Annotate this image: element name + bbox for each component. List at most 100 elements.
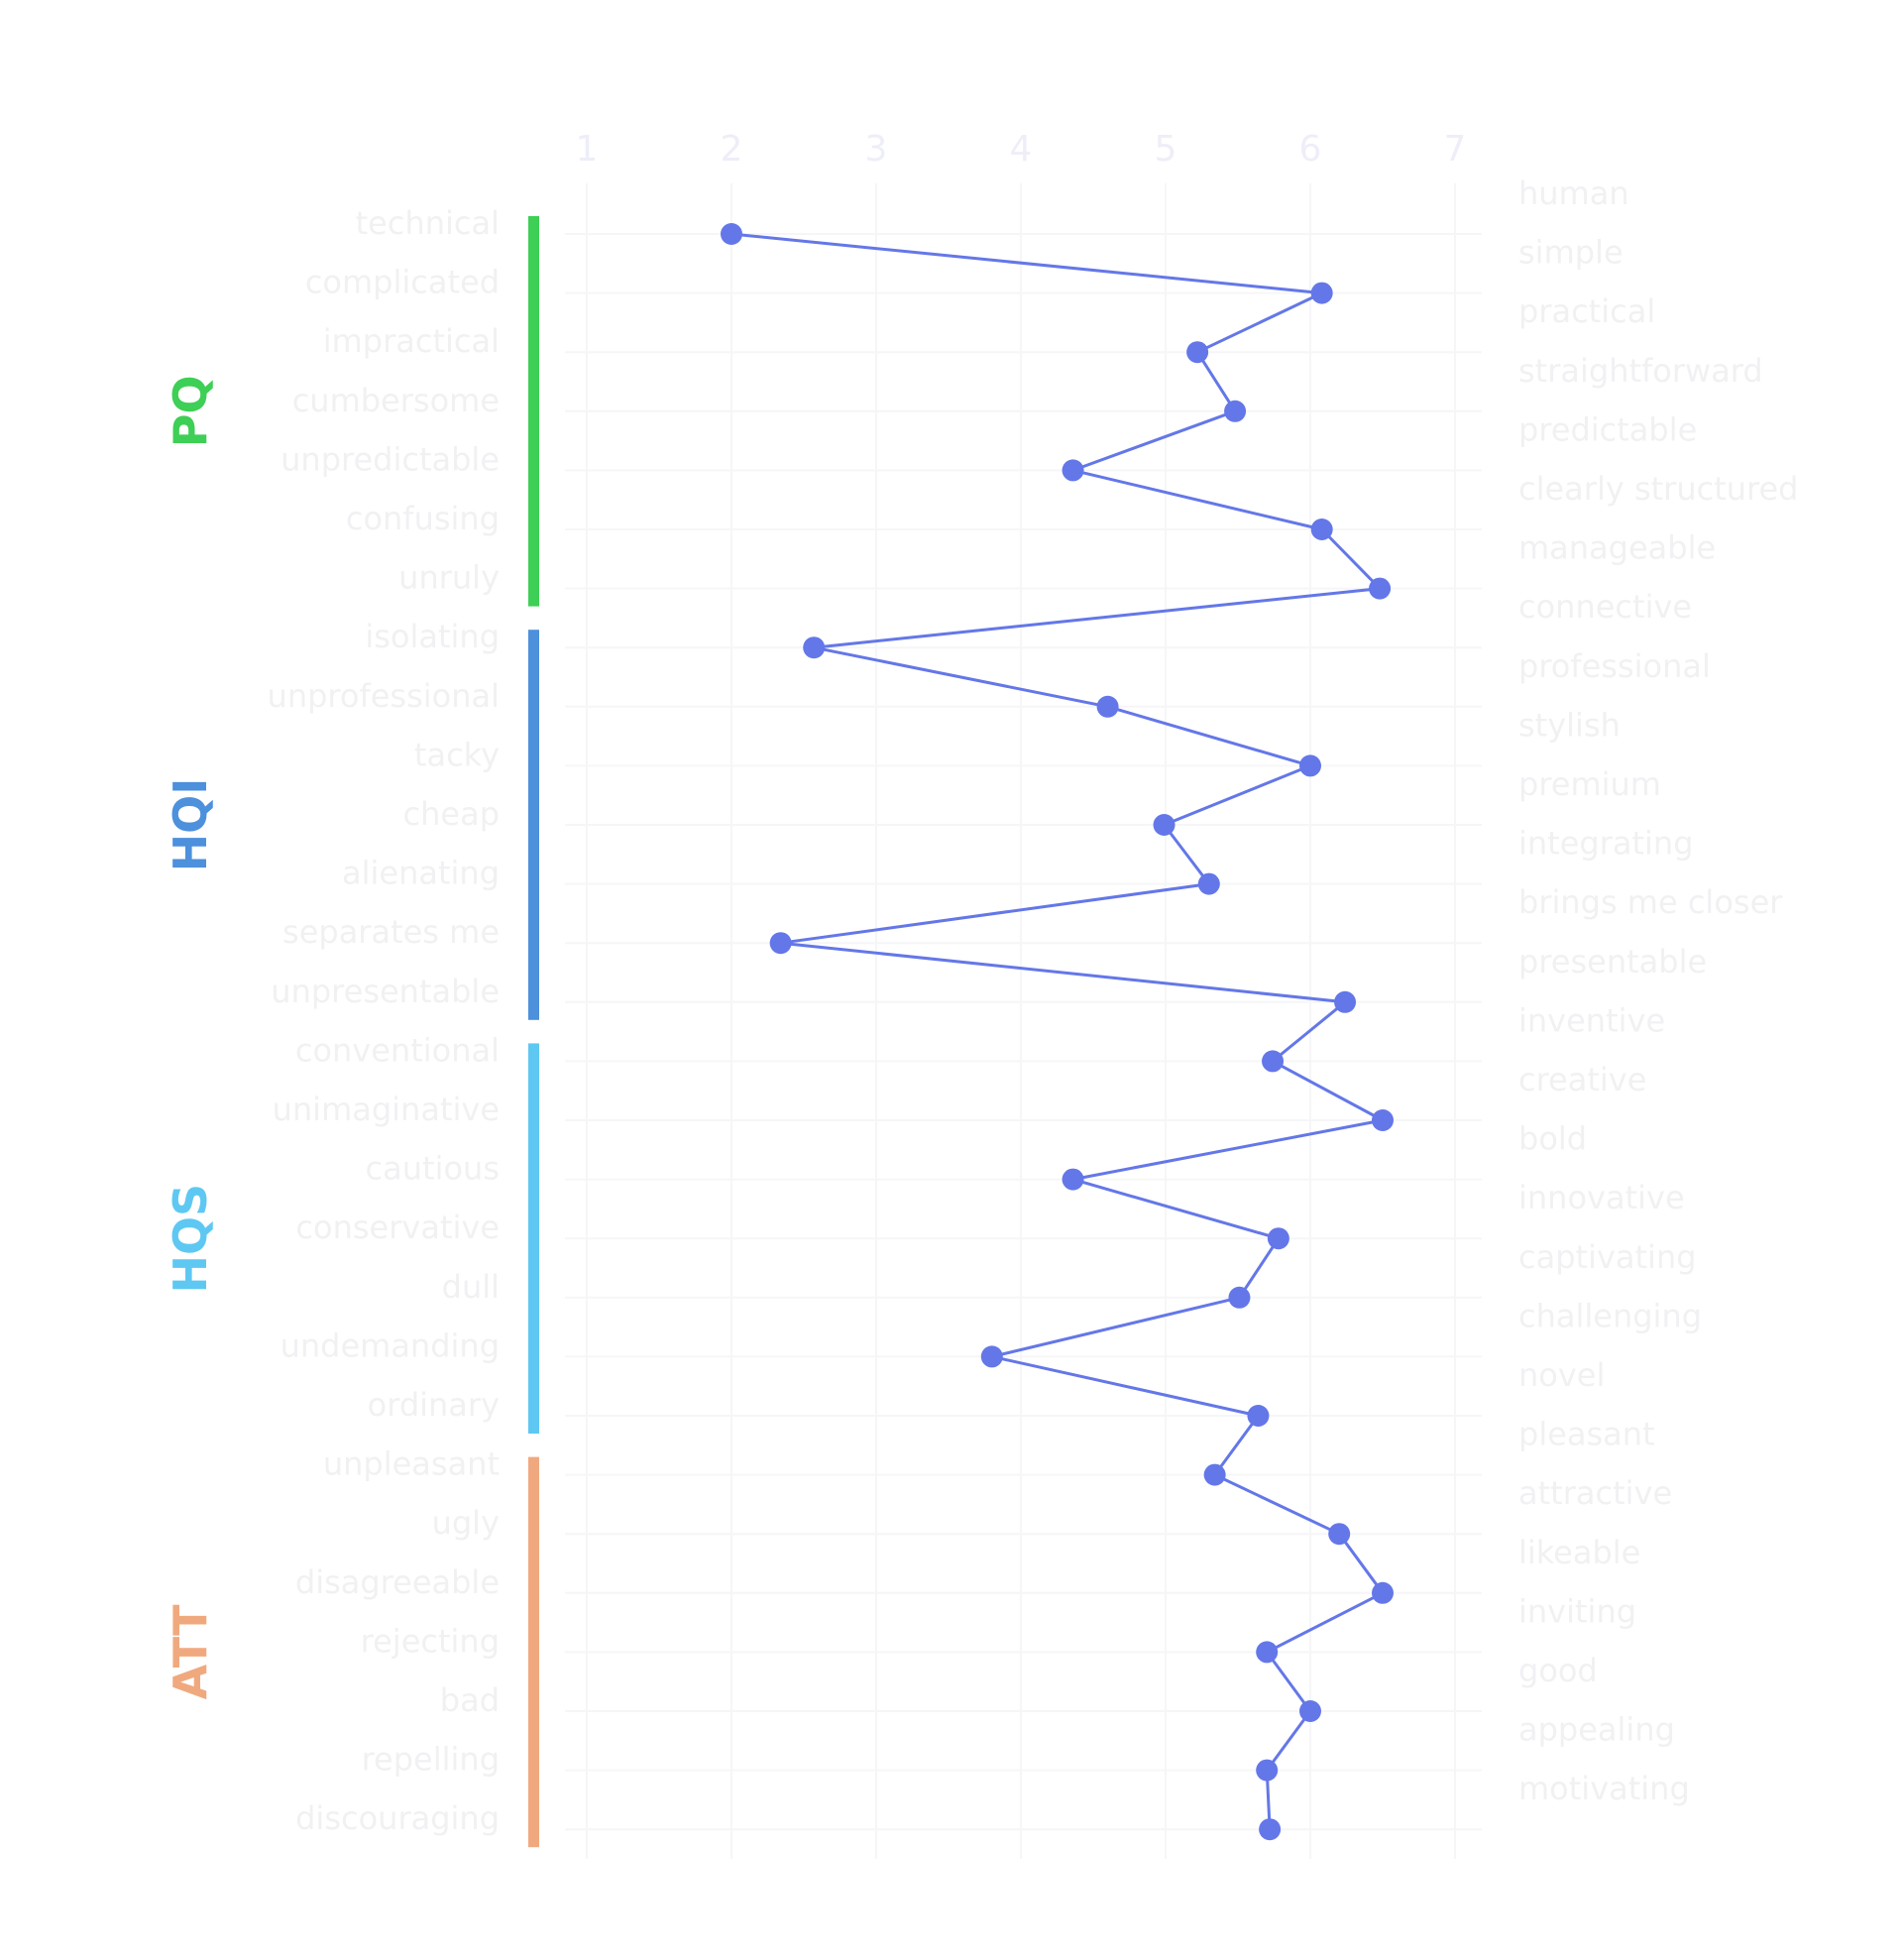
right-anchor-label: integrating bbox=[1518, 825, 1694, 863]
x-tick-label: 7 bbox=[1444, 129, 1467, 170]
data-point bbox=[1369, 577, 1392, 600]
data-point bbox=[1096, 695, 1119, 718]
right-anchor-label: pleasant bbox=[1518, 1416, 1655, 1453]
right-anchor-label: bold bbox=[1518, 1120, 1587, 1158]
data-point bbox=[1299, 1700, 1321, 1722]
left-anchor-label: ordinary bbox=[368, 1386, 500, 1424]
right-anchor-label: practical bbox=[1518, 292, 1655, 330]
data-point bbox=[1256, 1641, 1279, 1664]
left-anchor-label: dull bbox=[442, 1268, 500, 1306]
left-anchor-label: complicated bbox=[305, 264, 500, 301]
data-point bbox=[1247, 1405, 1270, 1427]
left-anchor-label: cautious bbox=[366, 1150, 500, 1188]
left-anchor-label: unprofessional bbox=[268, 677, 500, 715]
right-anchor-label: clearly structured bbox=[1518, 470, 1798, 508]
x-tick-label: 5 bbox=[1155, 129, 1177, 170]
data-point bbox=[803, 636, 826, 659]
data-point bbox=[980, 1345, 1003, 1368]
x-tick-label: 4 bbox=[1010, 129, 1033, 170]
left-anchor-label: ugly bbox=[432, 1504, 500, 1542]
left-anchor-label: rejecting bbox=[361, 1622, 500, 1660]
group-bars: PQ HQI HQS ATT bbox=[164, 216, 539, 1848]
left-anchor-label: conventional bbox=[295, 1031, 500, 1069]
data-point bbox=[1328, 1523, 1351, 1546]
data-point bbox=[769, 932, 792, 955]
data-point bbox=[1334, 990, 1357, 1013]
data-point bbox=[1153, 814, 1175, 836]
right-anchor-label: human bbox=[1518, 174, 1629, 212]
left-anchor-label: alienating bbox=[342, 855, 500, 892]
left-anchor-label: conservative bbox=[295, 1209, 500, 1246]
left-anchor-label: unpleasant bbox=[323, 1445, 500, 1483]
right-anchor-label: motivating bbox=[1518, 1770, 1690, 1807]
left-anchor-label: impractical bbox=[323, 322, 500, 360]
series-line bbox=[730, 232, 1385, 1830]
x-tick-label: 2 bbox=[721, 129, 743, 170]
data-point bbox=[1224, 400, 1247, 422]
right-anchor-label: appealing bbox=[1518, 1711, 1675, 1749]
right-anchor-label: predictable bbox=[1518, 410, 1697, 448]
group-bar bbox=[528, 216, 539, 607]
left-anchor-label: confusing bbox=[346, 500, 500, 537]
series-polyline bbox=[730, 232, 1385, 1830]
group-label: HQI bbox=[164, 778, 217, 872]
right-anchor-label: premium bbox=[1518, 765, 1661, 803]
left-anchor-label: unpresentable bbox=[271, 973, 500, 1010]
data-point bbox=[1062, 1168, 1084, 1191]
right-anchor-label: innovative bbox=[1518, 1179, 1685, 1216]
right-anchor-label: likeable bbox=[1518, 1534, 1640, 1571]
data-point bbox=[1267, 1227, 1289, 1250]
right-anchor-label: captivating bbox=[1518, 1238, 1697, 1276]
right-anchor-label: simple bbox=[1518, 234, 1623, 272]
x-tick-label: 3 bbox=[865, 129, 888, 170]
data-point bbox=[1062, 459, 1084, 482]
left-anchor-label: cheap bbox=[403, 795, 500, 833]
left-anchor-label: bad bbox=[440, 1681, 500, 1719]
right-anchor-label: good bbox=[1518, 1652, 1598, 1689]
right-anchor-label: professional bbox=[1518, 647, 1711, 685]
right-anchor-label: attractive bbox=[1518, 1474, 1672, 1512]
right-anchor-label: brings me closer bbox=[1518, 883, 1783, 921]
group-bar bbox=[528, 630, 539, 1020]
data-point bbox=[1197, 872, 1220, 895]
data-point bbox=[721, 223, 742, 245]
group-label: PQ bbox=[164, 375, 217, 447]
group-label: ATT bbox=[164, 1604, 217, 1699]
data-point bbox=[1262, 1050, 1285, 1073]
right-anchor-label: inviting bbox=[1518, 1592, 1636, 1630]
left-anchor-label: technical bbox=[356, 204, 500, 242]
x-tick-label: 6 bbox=[1299, 129, 1322, 170]
right-labels: human simple practical straightforward predi… bbox=[1518, 174, 1798, 1807]
left-anchor-label: discouraging bbox=[295, 1799, 500, 1837]
left-anchor-label: tacky bbox=[414, 736, 500, 773]
right-anchor-label: straightforward bbox=[1518, 352, 1763, 390]
x-tick-label: 1 bbox=[576, 129, 599, 170]
data-point bbox=[1256, 1759, 1279, 1782]
data-point bbox=[1372, 1581, 1394, 1604]
right-anchor-label: manageable bbox=[1518, 529, 1716, 567]
right-anchor-label: connective bbox=[1518, 588, 1692, 626]
data-point bbox=[1259, 1818, 1282, 1841]
left-anchor-label: undemanding bbox=[280, 1326, 500, 1364]
left-anchor-label: separates me bbox=[282, 913, 500, 951]
data-point bbox=[1228, 1286, 1251, 1309]
data-point bbox=[1310, 282, 1333, 304]
data-point bbox=[1310, 519, 1333, 540]
left-anchor-label: unpredictable bbox=[280, 440, 500, 478]
left-anchor-label: unruly bbox=[398, 559, 500, 597]
left-anchor-label: disagreeable bbox=[295, 1563, 500, 1601]
left-labels: technical complicated impractical cumbersom… bbox=[268, 204, 500, 1837]
data-point bbox=[1299, 754, 1321, 777]
left-anchor-label: unimaginative bbox=[273, 1091, 500, 1128]
group-bar bbox=[528, 1043, 539, 1434]
right-anchor-label: novel bbox=[1518, 1356, 1605, 1394]
data-point bbox=[1372, 1109, 1394, 1131]
right-anchor-label: stylish bbox=[1518, 706, 1621, 744]
grid bbox=[565, 183, 1482, 1859]
left-anchor-label: cumbersome bbox=[292, 382, 500, 419]
data-point bbox=[1203, 1463, 1226, 1486]
right-anchor-label: inventive bbox=[1518, 1001, 1665, 1039]
left-anchor-label: repelling bbox=[362, 1741, 500, 1779]
x-axis-ticks: 1 2 3 4 5 6 7 bbox=[576, 129, 1467, 170]
